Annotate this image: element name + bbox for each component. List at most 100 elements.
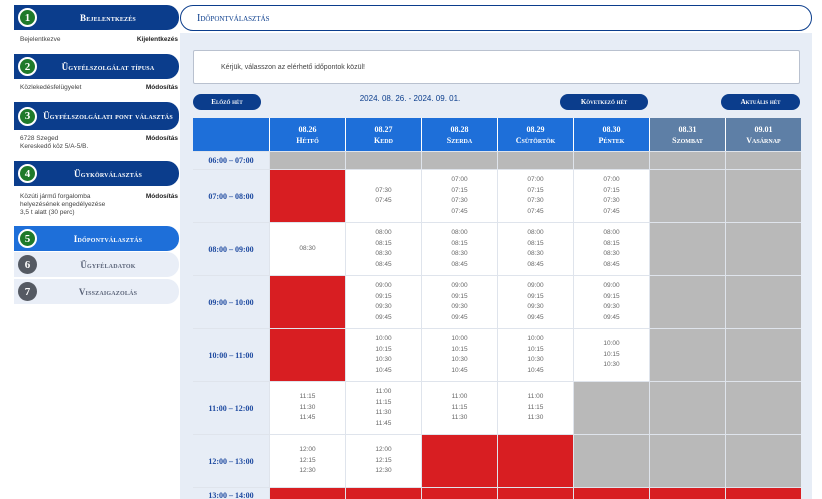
- time-slot[interactable]: 10:30: [603, 361, 620, 369]
- time-slot[interactable]: 07:45: [603, 207, 620, 215]
- modify-link-type[interactable]: Módosítás: [145, 84, 178, 91]
- step-5-appointment[interactable]: 5 Időpontválasztás: [14, 226, 179, 251]
- time-slot[interactable]: 07:45: [527, 207, 544, 215]
- available-cell: 09:00 09:15 09:30 09:45: [421, 276, 497, 328]
- time-slot[interactable]: 11:00: [375, 388, 392, 395]
- time-slot[interactable]: 09:45: [527, 313, 544, 321]
- closed-cell: [269, 152, 345, 169]
- time-slot[interactable]: 10:00: [603, 340, 620, 348]
- time-slot[interactable]: 07:30: [451, 197, 468, 204]
- time-slot[interactable]: 08:30: [451, 250, 468, 257]
- time-slot[interactable]: 11:30: [527, 414, 544, 422]
- step-3-service-point[interactable]: 3 Ügyfélszolgálati pont választás: [14, 102, 179, 130]
- time-slot[interactable]: 07:00: [527, 176, 544, 183]
- time-slot[interactable]: 10:00: [451, 335, 468, 342]
- time-slot[interactable]: 10:00: [527, 335, 544, 342]
- time-slot[interactable]: 09:00: [527, 282, 544, 289]
- time-slot[interactable]: 08:30: [603, 250, 620, 257]
- time-slot[interactable]: 07:30: [375, 186, 392, 194]
- step-2-service-type[interactable]: 2 Ügyfélszolgálat típusa: [14, 54, 179, 79]
- time-slot[interactable]: 10:15: [375, 345, 392, 353]
- current-week-button[interactable]: Aktuális hét: [721, 94, 800, 110]
- time-slot[interactable]: 07:00: [603, 176, 620, 183]
- modify-link-point[interactable]: Módosítás: [145, 135, 178, 142]
- time-slot[interactable]: 07:15: [527, 186, 544, 194]
- time-slot[interactable]: 07:45: [451, 207, 468, 215]
- time-slot[interactable]: 12:00: [299, 446, 316, 454]
- time-slot[interactable]: 12:00: [375, 446, 392, 454]
- time-slot[interactable]: 09:30: [451, 303, 468, 310]
- time-slot[interactable]: 09:15: [527, 292, 544, 300]
- time-slot[interactable]: 09:00: [603, 282, 620, 289]
- time-slot[interactable]: 09:30: [375, 303, 392, 310]
- time-slot[interactable]: 09:30: [603, 303, 620, 310]
- booked-cell: [421, 488, 497, 499]
- time-slot[interactable]: 07:15: [603, 186, 620, 194]
- time-slot[interactable]: 08:45: [375, 260, 392, 268]
- time-slot[interactable]: 11:30: [451, 414, 468, 422]
- time-slot[interactable]: 09:45: [451, 313, 468, 321]
- time-slot[interactable]: 08:00: [451, 229, 468, 236]
- time-slot[interactable]: 08:00: [603, 229, 620, 236]
- time-row: 13:00 – 14:00: [193, 487, 801, 499]
- available-cell: 12:00 12:15 12:30: [269, 435, 345, 487]
- time-slot[interactable]: 11:45: [375, 419, 392, 427]
- time-row: 09:00 – 10:00 09:00 09:15 09:30 09:45 09:00 09…: [193, 275, 801, 328]
- time-slot[interactable]: 11:15: [375, 398, 392, 406]
- time-slot[interactable]: 08:45: [451, 260, 468, 268]
- time-slot[interactable]: 10:00: [375, 335, 392, 342]
- time-slot[interactable]: 11:00: [451, 393, 468, 401]
- time-slot[interactable]: 08:30: [375, 250, 392, 257]
- time-slot[interactable]: 08:15: [603, 239, 620, 247]
- time-slot[interactable]: 10:30: [451, 356, 468, 363]
- time-slot[interactable]: 11:15: [299, 393, 316, 401]
- time-slot[interactable]: 08:00: [375, 229, 392, 236]
- time-slot[interactable]: 11:15: [527, 403, 544, 411]
- time-slot[interactable]: 12:15: [375, 456, 392, 464]
- time-slot[interactable]: 08:00: [527, 229, 544, 236]
- time-slot[interactable]: 09:45: [375, 313, 392, 321]
- time-slot[interactable]: 07:30: [527, 197, 544, 204]
- time-slot[interactable]: 11:30: [375, 409, 392, 416]
- time-slot[interactable]: 11:15: [451, 403, 468, 411]
- time-slot[interactable]: 11:00: [527, 393, 544, 401]
- next-week-button[interactable]: Következő hét: [560, 94, 648, 110]
- time-slot[interactable]: 12:15: [299, 456, 316, 464]
- step-1-login[interactable]: 1 Bejelentkezés: [14, 5, 179, 30]
- day-name: Csütörtök: [515, 135, 556, 145]
- time-slot[interactable]: 09:15: [603, 292, 620, 300]
- time-slot[interactable]: 07:45: [375, 197, 392, 204]
- time-slot[interactable]: 10:45: [527, 366, 544, 374]
- time-slot[interactable]: 12:30: [299, 467, 316, 475]
- time-slot[interactable]: 10:15: [603, 350, 620, 358]
- time-slot[interactable]: 08:15: [527, 239, 544, 247]
- time-slot[interactable]: 08:45: [527, 260, 544, 268]
- time-slot[interactable]: 10:45: [375, 366, 392, 374]
- time-slot[interactable]: 10:15: [527, 345, 544, 353]
- time-slot[interactable]: 12:30: [375, 467, 392, 475]
- time-slot[interactable]: 09:15: [451, 292, 468, 300]
- time-slot[interactable]: 10:15: [451, 345, 468, 353]
- step-4-case-type[interactable]: 4 Ügykörválasztás: [14, 161, 179, 186]
- time-slot[interactable]: 07:30: [603, 197, 620, 204]
- time-slot[interactable]: 09:00: [375, 282, 392, 289]
- time-slot[interactable]: 08:30: [299, 244, 316, 252]
- time-slot[interactable]: 07:15: [451, 186, 468, 194]
- time-slot[interactable]: 09:00: [451, 282, 468, 289]
- time-slot[interactable]: 08:15: [375, 239, 392, 247]
- time-slot[interactable]: 11:45: [299, 414, 316, 422]
- modify-link-case[interactable]: Módosítás: [145, 193, 178, 200]
- time-slot[interactable]: 10:30: [375, 356, 392, 363]
- time-slot[interactable]: 11:30: [299, 403, 316, 411]
- time-slot[interactable]: 08:30: [527, 250, 544, 257]
- time-slot[interactable]: 07:00: [451, 176, 468, 183]
- time-slot[interactable]: 09:45: [603, 313, 620, 321]
- time-slot[interactable]: 09:30: [527, 303, 544, 310]
- logout-link[interactable]: Kijelentkezés: [136, 36, 178, 43]
- time-slot[interactable]: 10:45: [451, 366, 468, 374]
- time-slot[interactable]: 08:45: [603, 260, 620, 268]
- time-slot[interactable]: 10:30: [527, 356, 544, 363]
- prev-week-button[interactable]: Előző hét: [193, 94, 261, 110]
- time-slot[interactable]: 09:15: [375, 292, 392, 300]
- time-slot[interactable]: 08:15: [451, 239, 468, 247]
